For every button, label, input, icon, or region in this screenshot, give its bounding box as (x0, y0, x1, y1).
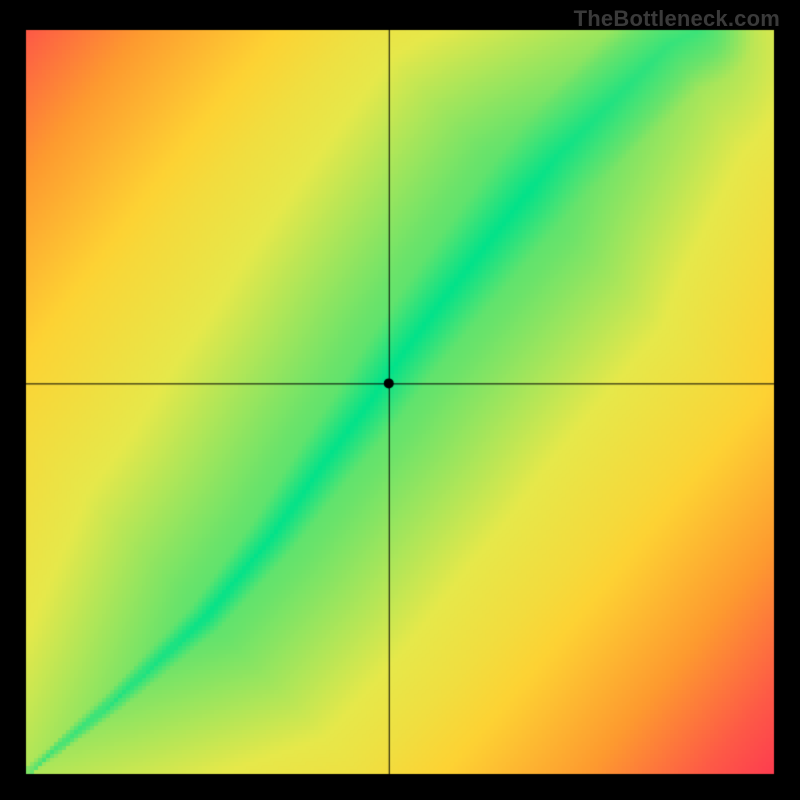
watermark-text: TheBottleneck.com (574, 6, 780, 32)
bottleneck-heatmap (0, 0, 800, 800)
